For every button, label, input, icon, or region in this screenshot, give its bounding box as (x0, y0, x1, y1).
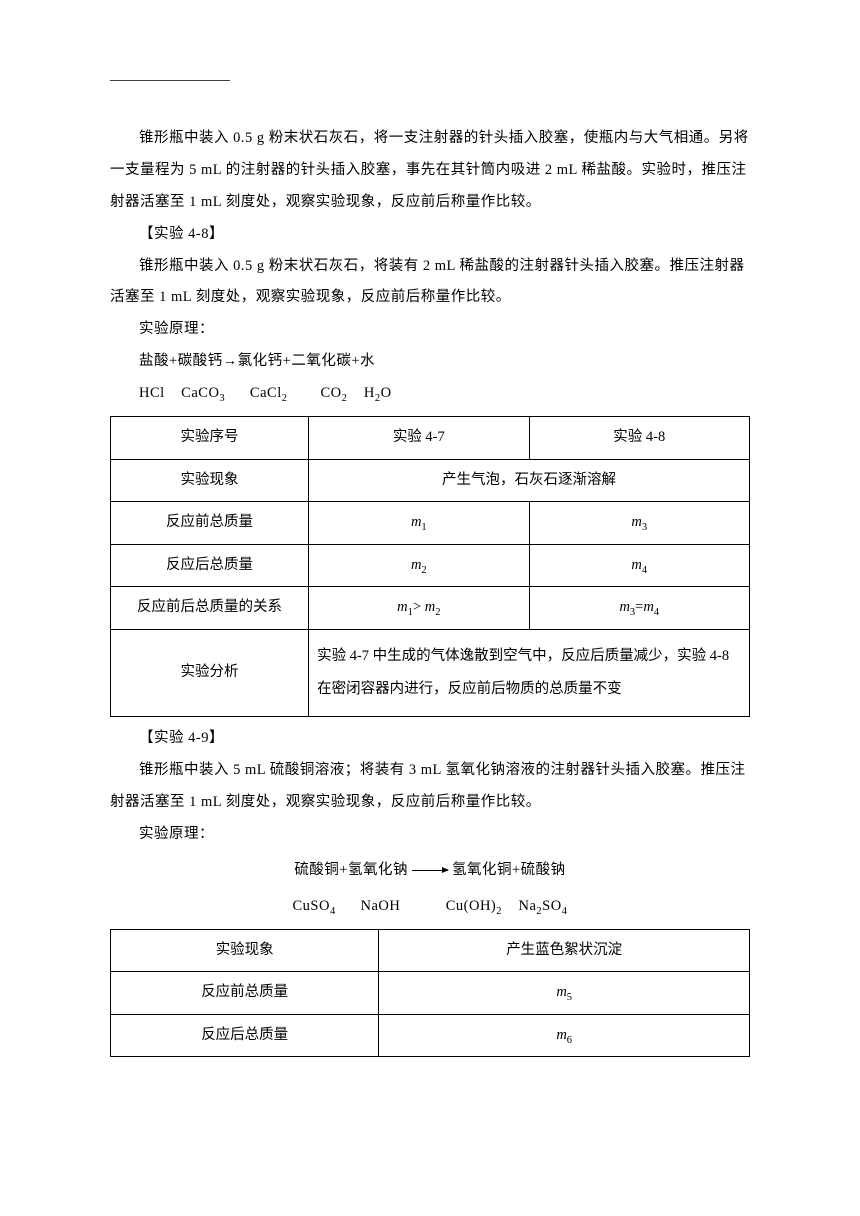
t1-phenomenon-label: 实验现象 (111, 459, 309, 502)
eq-naoh: NaOH (360, 898, 400, 914)
t1-before-label: 反应前总质量 (111, 502, 309, 545)
t2-phenomenon-val: 产生蓝色絮状沉淀 (379, 929, 750, 972)
t1-h-47: 实验 4-7 (309, 417, 529, 460)
t1-m2: m2 (309, 544, 529, 587)
equation-1-formula: HCl CaCO3 CaCl2 CO2 H2O (110, 378, 750, 410)
t1-analysis-label: 实验分析 (111, 629, 309, 717)
t1-after-label: 反应后总质量 (111, 544, 309, 587)
table-row: 反应后总质量 m6 (111, 1014, 750, 1057)
heading-exp-4-9: 【实验 4-9】 (110, 723, 750, 755)
t1-phenomenon-val: 产生气泡，石灰石逐渐溶解 (309, 459, 750, 502)
equation-2-formula: CuSO4 NaOH Cu(OH)2 Na2SO4 (110, 891, 750, 923)
eq-cacl2: CaCl2 (250, 385, 288, 401)
eq3-right: 氢氧化铜+硫酸钠 (452, 862, 566, 878)
table-row: 反应后总质量 m2 m4 (111, 544, 750, 587)
eq-h2o: H2O (364, 385, 392, 401)
eq-cuso4: CuSO4 (293, 898, 336, 914)
t2-after-label: 反应后总质量 (111, 1014, 379, 1057)
table-row: 反应前后总质量的关系 m1> m2 m3=m4 (111, 587, 750, 630)
t1-relation-48: m3=m4 (529, 587, 749, 630)
eq3-left: 硫酸铜+氢氧化钠 (294, 862, 408, 878)
equation-2-cn: 硫酸铜+氢氧化钠 氢氧化铜+硫酸钠 (110, 855, 750, 887)
t1-m4: m4 (529, 544, 749, 587)
t1-analysis-val: 实验 4-7 中生成的气体逸散到空气中，反应后质量减少，实验 4-8 在密闭容器… (309, 629, 750, 717)
paragraph-1: 锥形瓶中装入 0.5 g 粉末状石灰石，将一支注射器的针头插入胶塞，使瓶内与大气… (110, 123, 750, 219)
table-1: 实验序号 实验 4-7 实验 4-8 实验现象 产生气泡，石灰石逐渐溶解 反应前… (110, 416, 750, 717)
t2-m6: m6 (379, 1014, 750, 1057)
table-row: 实验现象 产生蓝色絮状沉淀 (111, 929, 750, 972)
eq-hcl: HCl (139, 385, 165, 401)
heading-exp-4-8: 【实验 4-8】 (110, 219, 750, 251)
t2-m5: m5 (379, 972, 750, 1015)
t1-relation-label: 反应前后总质量的关系 (111, 587, 309, 630)
table-2: 实验现象 产生蓝色絮状沉淀 反应前总质量 m5 反应后总质量 m6 (110, 929, 750, 1058)
table-row: 反应前总质量 m1 m3 (111, 502, 750, 545)
table-row: 反应前总质量 m5 (111, 972, 750, 1015)
t2-before-label: 反应前总质量 (111, 972, 379, 1015)
equation-1-cn: 盐酸+碳酸钙→氯化钙+二氧化碳+水 (110, 346, 750, 378)
table-row: 实验现象 产生气泡，石灰石逐渐溶解 (111, 459, 750, 502)
arrow-icon (412, 870, 448, 871)
eq-co2: CO2 (320, 385, 347, 401)
paragraph-3: 锥形瓶中装入 5 mL 硫酸铜溶液；将装有 3 mL 氢氧化钠溶液的注射器针头插… (110, 755, 750, 819)
heading-principle-2: 实验原理： (110, 819, 750, 851)
t1-h-seq: 实验序号 (111, 417, 309, 460)
eq-caco3: CaCO3 (181, 385, 225, 401)
eq-cuoh2: Cu(OH)2 (446, 898, 502, 914)
eq-na2so4: Na2SO4 (519, 898, 568, 914)
t1-h-48: 实验 4-8 (529, 417, 749, 460)
t1-m1: m1 (309, 502, 529, 545)
table-row: 实验分析 实验 4-7 中生成的气体逸散到空气中，反应后质量减少，实验 4-8 … (111, 629, 750, 717)
table-row: 实验序号 实验 4-7 实验 4-8 (111, 417, 750, 460)
t1-relation-47: m1> m2 (309, 587, 529, 630)
top-rule (110, 80, 230, 81)
heading-principle-1: 实验原理： (110, 314, 750, 346)
paragraph-2: 锥形瓶中装入 0.5 g 粉末状石灰石，将装有 2 mL 稀盐酸的注射器针头插入… (110, 251, 750, 315)
t2-phenomenon-label: 实验现象 (111, 929, 379, 972)
t1-m3: m3 (529, 502, 749, 545)
